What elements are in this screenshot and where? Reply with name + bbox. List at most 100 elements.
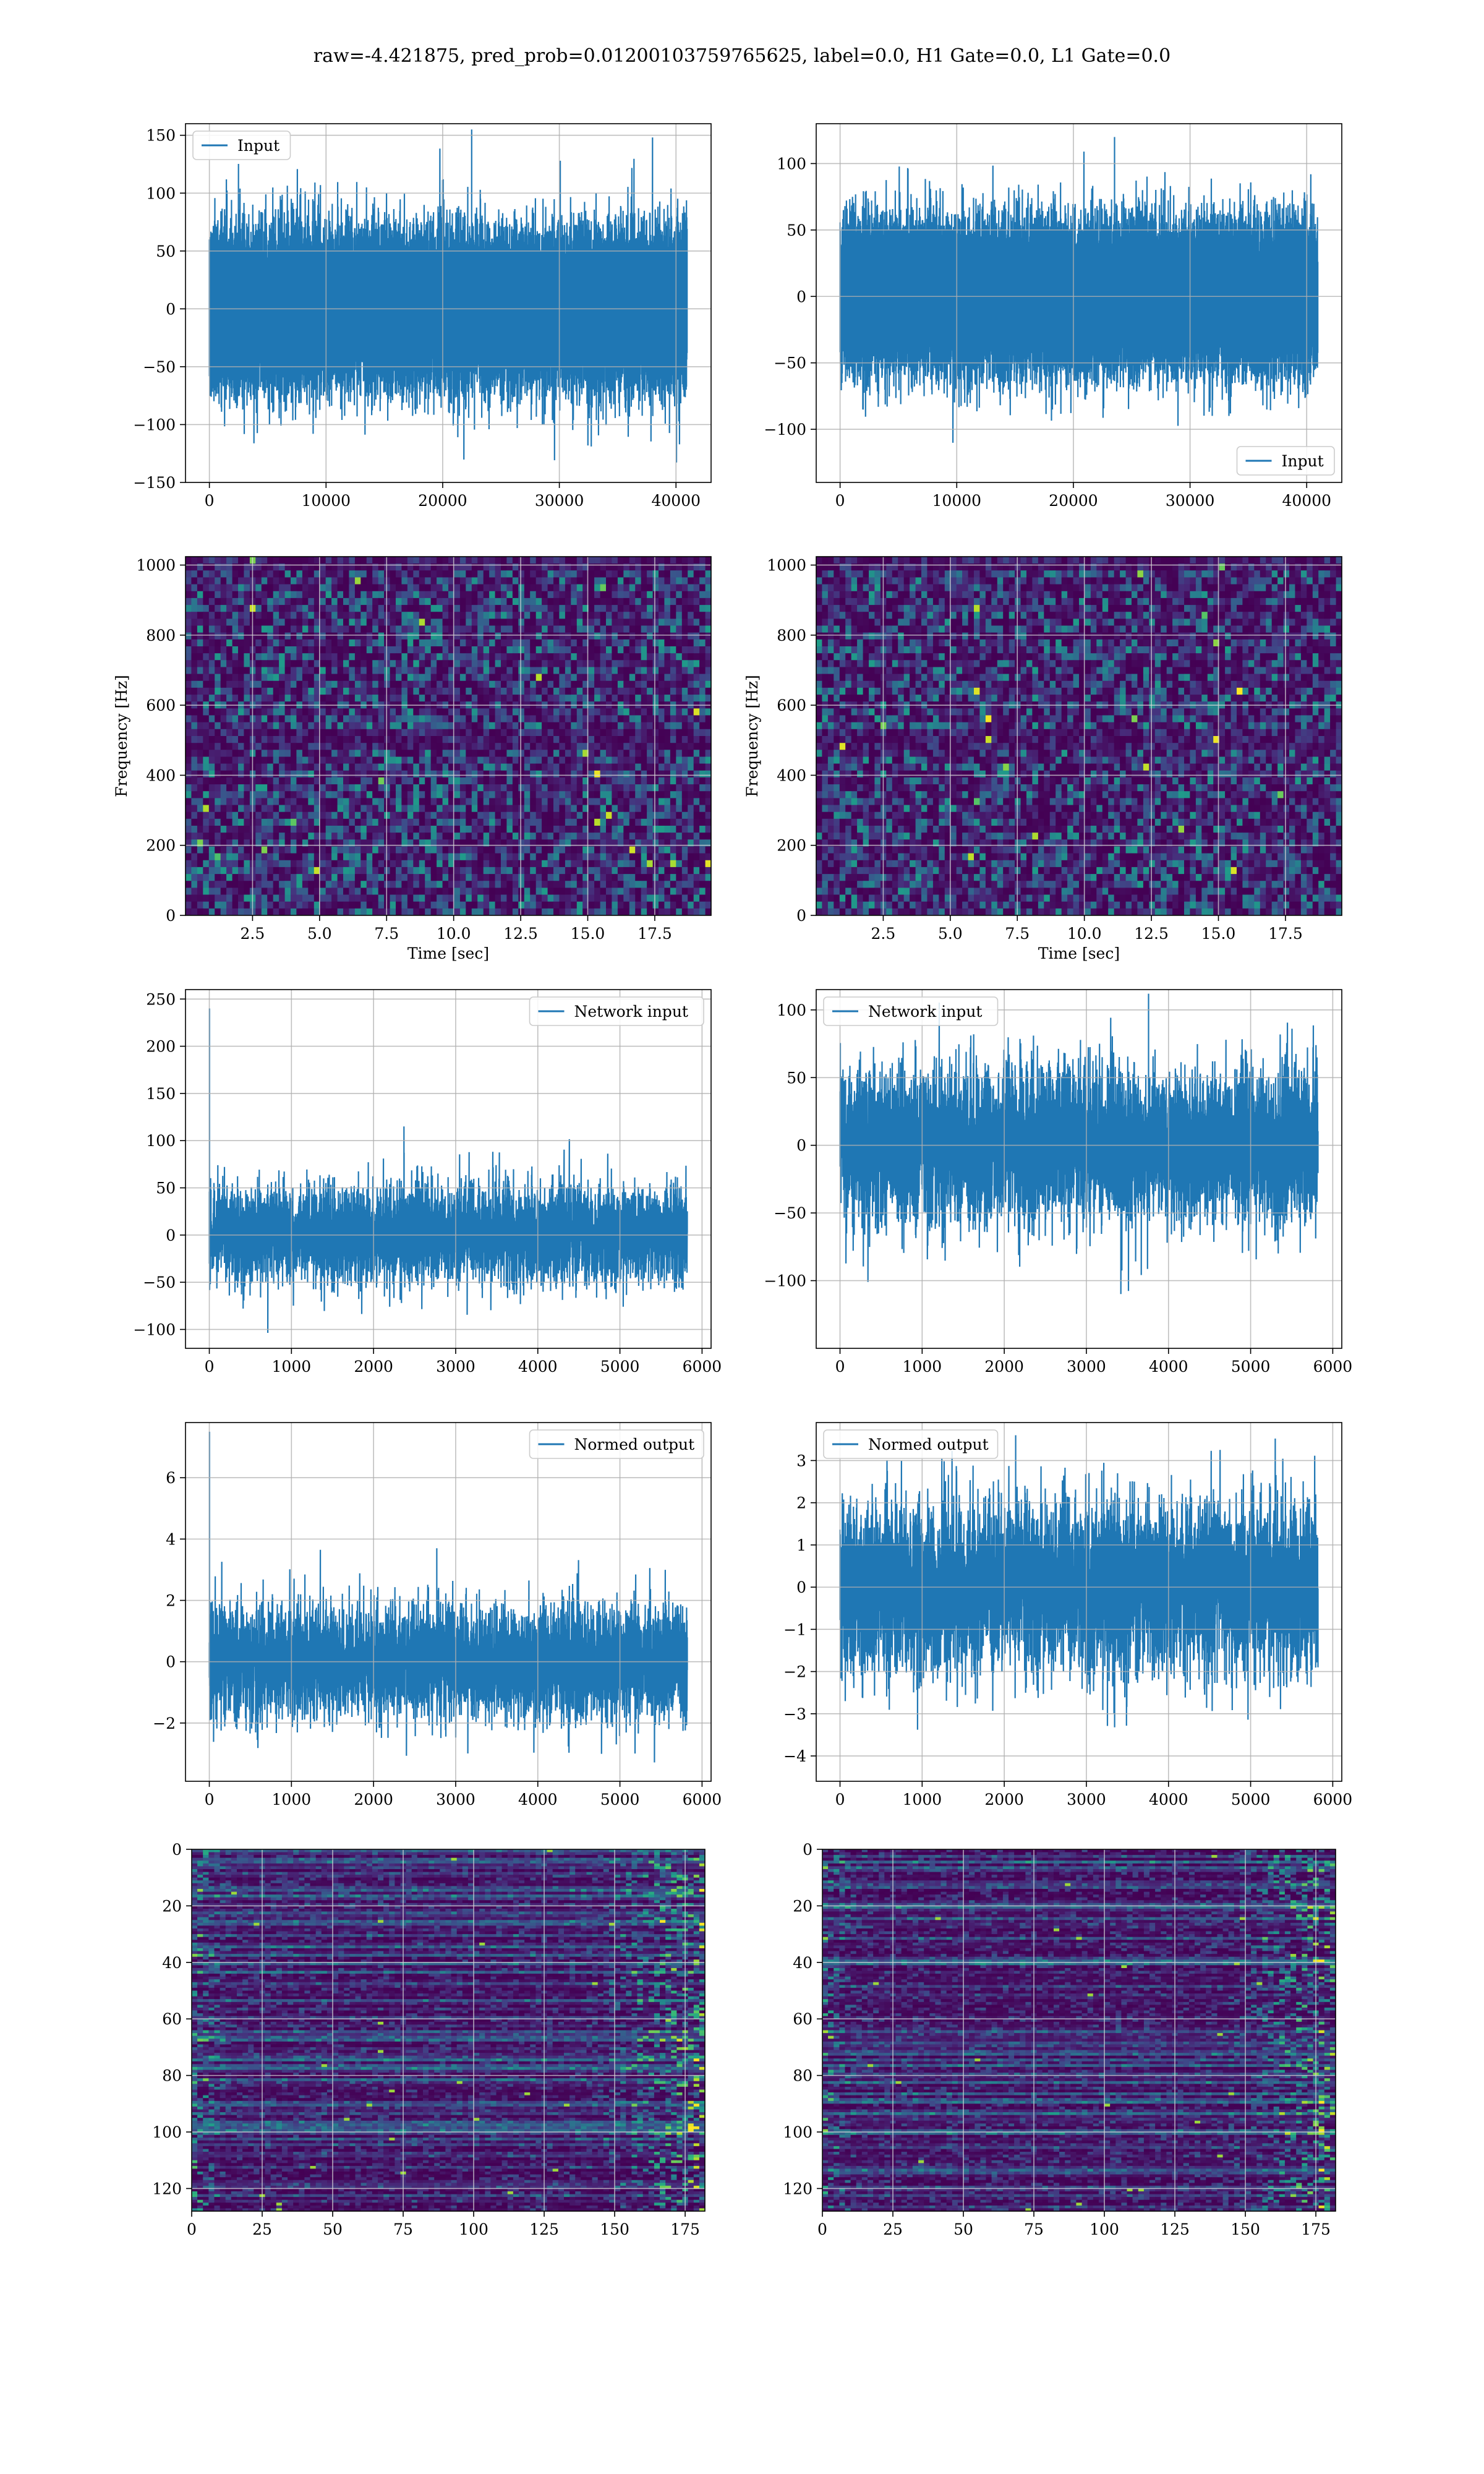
heatmap-cell — [396, 680, 402, 688]
heatmap-cell — [232, 833, 239, 840]
heatmap-cell — [232, 667, 239, 675]
heatmap-cell — [267, 695, 274, 702]
heatmap-cell — [466, 756, 472, 764]
heatmap-cell — [437, 625, 443, 633]
heatmap-cell — [635, 591, 642, 599]
heatmap-cell — [197, 632, 203, 640]
heatmap-cell — [705, 695, 711, 702]
heatmap-cell — [1009, 570, 1015, 578]
heatmap-cell — [320, 777, 326, 785]
heatmap-cell — [647, 894, 654, 902]
heatmap-cell — [968, 563, 974, 571]
heatmap-cell — [652, 646, 659, 654]
heatmap-cell — [255, 715, 262, 723]
heatmap-cell — [378, 791, 385, 798]
heatmap-cell — [635, 660, 642, 668]
heatmap-cell — [530, 632, 537, 640]
heatmap-cell — [565, 901, 571, 909]
heatmap-cell — [203, 818, 210, 826]
heatmap-cell — [302, 674, 309, 682]
heatmap-cell — [693, 826, 700, 833]
heatmap-cell — [337, 570, 344, 578]
heatmap-cell — [279, 763, 286, 771]
heatmap-cell — [413, 736, 420, 743]
heatmap-cell — [617, 680, 624, 688]
heatmap-cell — [407, 632, 414, 640]
heatmap-cell — [186, 853, 192, 861]
heatmap-cell — [670, 708, 676, 716]
heatmap-cell — [512, 639, 519, 647]
heatmap-cell — [477, 667, 484, 675]
heatmap-cell — [705, 584, 711, 592]
heatmap-cell — [553, 557, 560, 564]
heatmap-cell — [652, 770, 659, 778]
heatmap-cell — [325, 605, 332, 612]
heatmap-cell — [226, 805, 233, 813]
heatmap-cell — [524, 798, 531, 806]
heatmap-cell — [705, 860, 711, 868]
heatmap-cell — [255, 597, 262, 606]
heatmap-cell — [524, 715, 531, 723]
heatmap-cell — [343, 860, 349, 868]
heatmap-cell — [501, 839, 507, 847]
heatmap-cell — [512, 695, 519, 702]
heatmap-cell — [331, 805, 338, 813]
heatmap-cell — [191, 881, 198, 888]
heatmap-cell — [635, 715, 642, 723]
heatmap-cell — [822, 557, 829, 564]
heatmap-cell — [261, 584, 268, 592]
heatmap-cell — [437, 715, 443, 723]
heatmap-cell — [390, 798, 396, 806]
heatmap-cell — [302, 632, 309, 640]
heatmap-cell — [419, 818, 425, 826]
heatmap-cell — [670, 894, 676, 902]
heatmap-cell — [366, 563, 373, 571]
heatmap-cell — [279, 805, 286, 813]
heatmap-cell — [401, 584, 408, 592]
heatmap-cell — [407, 791, 414, 798]
heatmap-cell — [354, 674, 361, 682]
heatmap-cell — [430, 557, 437, 564]
heatmap-cell — [360, 597, 367, 606]
heatmap-cell — [506, 729, 513, 737]
heatmap-cell — [313, 833, 320, 840]
heatmap-cell — [296, 612, 303, 619]
heatmap-cell — [571, 563, 578, 571]
heatmap-cell — [244, 756, 250, 764]
heatmap-cell — [366, 680, 373, 688]
heatmap-cell — [454, 853, 461, 861]
heatmap-cell — [635, 894, 642, 902]
heatmap-cell — [1336, 557, 1342, 564]
heatmap-cell — [652, 901, 659, 909]
heatmap-cell — [459, 833, 466, 840]
heatmap-cell — [565, 805, 571, 813]
heatmap-cell — [226, 680, 233, 688]
heatmap-cell — [215, 695, 221, 702]
heatmap-cell — [676, 839, 683, 847]
heatmap-cell — [553, 618, 560, 627]
heatmap-cell — [284, 736, 291, 743]
heatmap-cell — [261, 557, 268, 564]
heatmap-cell — [565, 826, 571, 833]
heatmap-cell — [261, 763, 268, 771]
heatmap-cell — [244, 888, 250, 896]
heatmap-cell — [530, 867, 537, 875]
heatmap-cell — [454, 839, 461, 847]
heatmap-cell — [559, 826, 566, 833]
heatmap-cell — [337, 708, 344, 716]
heatmap-cell — [261, 667, 268, 675]
heatmap-cell — [208, 798, 215, 806]
heatmap-cell — [535, 625, 542, 633]
heatmap-cell — [576, 853, 583, 861]
heatmap-cell — [407, 770, 414, 778]
heatmap-cell — [553, 826, 560, 833]
heatmap-cell — [974, 570, 980, 578]
heatmap-cell — [635, 597, 642, 606]
heatmap-cell — [693, 653, 700, 661]
heatmap-cell — [542, 867, 548, 875]
heatmap-cell — [635, 777, 642, 785]
heatmap-cell — [191, 557, 198, 564]
heatmap-cell — [226, 577, 233, 585]
heatmap-cell — [267, 881, 274, 888]
heatmap-cell — [220, 736, 227, 743]
